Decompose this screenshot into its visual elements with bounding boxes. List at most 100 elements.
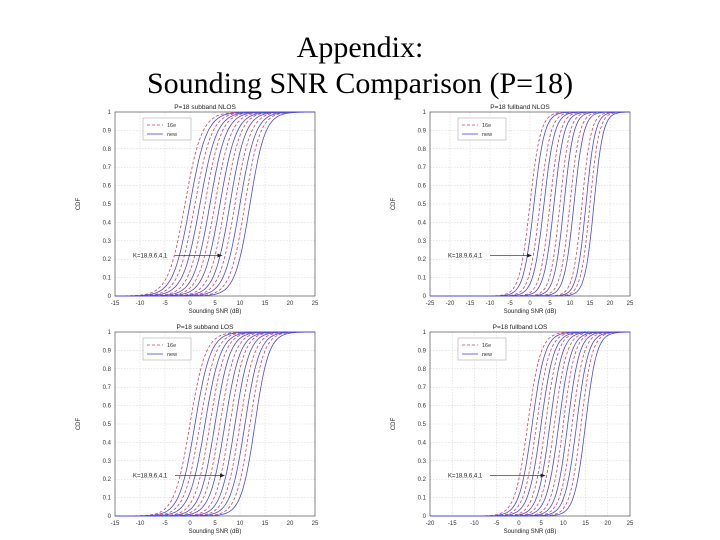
annotation-arrow-head <box>217 253 223 258</box>
slide-title-line-2: Sounding SNR Comparison (P=18) <box>146 67 574 100</box>
x-tick-label: -15 <box>111 301 120 307</box>
x-axis-label: Sounding SNR (dB) <box>189 309 242 315</box>
x-tick-label: 25 <box>627 301 634 307</box>
legend-entry-label: new <box>482 352 492 358</box>
x-tick-label: 15 <box>587 301 594 307</box>
y-tick-label: 0.7 <box>103 165 112 171</box>
x-tick-label: 5 <box>213 521 217 527</box>
y-tick-label: 0.4 <box>103 220 112 226</box>
y-tick-label: 0 <box>423 514 427 520</box>
y-tick-label: 0.1 <box>103 496 112 502</box>
y-tick-label: 0 <box>108 294 112 300</box>
series-line-new <box>115 111 315 297</box>
y-tick-label: 0.8 <box>418 367 427 373</box>
series-line-new <box>430 331 630 517</box>
x-tick-label: -20 <box>426 521 435 527</box>
annotation-arrow-head <box>527 253 532 258</box>
y-tick-label: 0.9 <box>418 348 427 354</box>
y-axis-label: CDF <box>76 418 82 431</box>
legend-entry-label: new <box>167 352 177 358</box>
y-tick-label: 0.3 <box>103 459 112 465</box>
chart-title: P=18 fullband LOS <box>493 324 548 331</box>
x-tick-label: -20 <box>446 301 455 307</box>
legend-entry-label: new <box>167 132 177 138</box>
series-line-16e <box>115 111 315 297</box>
chart-title: P=18 fullband NLOS <box>490 104 550 111</box>
y-tick-label: 0.6 <box>103 184 112 190</box>
y-tick-label: 0.9 <box>103 348 112 354</box>
x-tick-label: 0 <box>528 301 532 307</box>
x-tick-label: 10 <box>567 301 574 307</box>
chart-title: P=18 subband LOS <box>177 324 235 331</box>
x-tick-label: 10 <box>237 521 244 527</box>
y-tick-label: 0.5 <box>418 202 427 208</box>
y-tick-label: 1 <box>423 110 427 116</box>
x-tick-label: -10 <box>470 521 479 527</box>
legend-entry-label: 16e <box>167 123 176 129</box>
x-tick-label: 10 <box>237 301 244 307</box>
x-tick-label: 0 <box>517 521 521 527</box>
x-tick-label: -15 <box>448 521 457 527</box>
y-tick-label: 1 <box>108 110 112 116</box>
series-line-new <box>430 111 630 297</box>
x-tick-label: -10 <box>136 301 145 307</box>
x-tick-label: 25 <box>312 301 319 307</box>
legend-box <box>142 117 192 141</box>
y-tick-label: 0.6 <box>418 184 427 190</box>
legend-entry-label: 16e <box>482 123 491 129</box>
chart-fullband-nlos: -25 -20 -15 -10 -5 0 5 10 15 20 25 0 0.1 0.2 0.3 0.4 0.5… <box>391 104 634 315</box>
x-tick-label: 20 <box>604 521 611 527</box>
y-tick-label: 0.8 <box>103 147 112 153</box>
series-line-16e <box>115 331 315 517</box>
x-tick-label: 0 <box>188 301 192 307</box>
y-tick-label: 0.2 <box>103 257 112 263</box>
x-tick-label: 20 <box>287 521 294 527</box>
x-tick-label: 5 <box>213 301 217 307</box>
annotation-arrow-head <box>220 473 225 478</box>
y-axis-label: CDF <box>391 418 397 431</box>
y-tick-label: 0.5 <box>418 422 427 428</box>
y-tick-label: 0.6 <box>103 404 112 410</box>
annotation-text: K=18,9,6,4,1 <box>133 474 168 480</box>
y-tick-label: 0.1 <box>418 496 427 502</box>
x-tick-label: 0 <box>188 521 192 527</box>
chart-subband-los: -15 -10 -5 0 5 10 15 20 25 0 0.1 0.2 0.3 0.4 0.5 0.6 0.7… <box>76 324 319 535</box>
y-tick-label: 0.2 <box>418 477 427 483</box>
x-tick-label: -10 <box>136 521 145 527</box>
y-axis-label: CDF <box>76 198 82 211</box>
y-tick-label: 0.2 <box>418 257 427 263</box>
y-tick-label: 0.7 <box>418 165 427 171</box>
annotation-arrow-head <box>540 473 546 478</box>
plot-frame <box>114 331 316 517</box>
x-tick-label: 5 <box>548 301 552 307</box>
y-tick-label: 0.8 <box>418 147 427 153</box>
y-tick-label: 0 <box>108 514 112 520</box>
legend-entry-label: 16e <box>167 343 176 349</box>
x-tick-label: 20 <box>607 301 614 307</box>
x-tick-label: -10 <box>486 301 495 307</box>
x-tick-label: -25 <box>426 301 435 307</box>
x-tick-label: 15 <box>262 521 269 527</box>
chart-subband-nlos: -15 -10 -5 0 5 10 15 20 25 0 0.1 0.2 0.3 0.4 0.5 0.6 0.7… <box>76 104 319 315</box>
y-tick-label: 1 <box>108 330 112 336</box>
slide-title: Appendix: Sounding SNR Comparison (P=18) <box>0 30 720 102</box>
legend-entry-label: 16e <box>482 343 491 349</box>
y-tick-label: 0.2 <box>103 477 112 483</box>
legend-entry-label: new <box>482 132 492 138</box>
x-tick-label: -5 <box>507 301 513 307</box>
x-tick-label: 10 <box>560 521 567 527</box>
x-axis-label: Sounding SNR (dB) <box>189 529 242 535</box>
y-tick-label: 0.4 <box>418 440 427 446</box>
annotation-text: K=18,9,6,4,1 <box>448 474 483 480</box>
y-tick-label: 0.7 <box>103 385 112 391</box>
y-tick-label: 0.9 <box>418 128 427 134</box>
y-tick-label: 1 <box>423 330 427 336</box>
y-tick-label: 0.4 <box>103 440 112 446</box>
annotation-text: K=18,9,6,4,1 <box>448 254 483 260</box>
y-tick-label: 0.3 <box>418 459 427 465</box>
y-axis-label: CDF <box>391 198 397 211</box>
plot-frame <box>114 111 316 297</box>
x-tick-label: -5 <box>162 301 168 307</box>
y-tick-label: 0.3 <box>418 239 427 245</box>
y-tick-label: 0 <box>423 294 427 300</box>
